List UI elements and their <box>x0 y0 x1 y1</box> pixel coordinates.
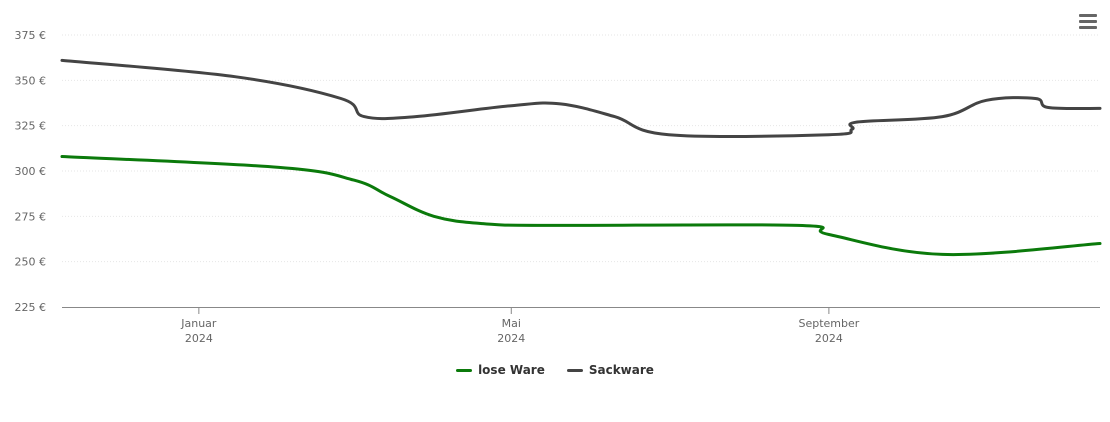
series-line-sackware[interactable] <box>60 58 1102 138</box>
y-tick-label: 375 € <box>15 29 47 42</box>
hamburger-menu-icon <box>1079 14 1097 17</box>
price-line-chart: 375 € 350 € 325 € 300 € 275 € 250 € 225 € Janu… <box>15 29 1102 345</box>
y-tick-label: 275 € <box>15 210 47 223</box>
y-tick-label: 300 € <box>15 165 47 178</box>
chart-menu-button[interactable] <box>1076 12 1100 32</box>
series-lines <box>60 58 1102 257</box>
y-tick-label: 225 € <box>15 301 47 314</box>
y-tick-label: 325 € <box>15 120 47 133</box>
legend: lose Ware Sackware <box>0 363 1110 377</box>
x-tick-label-month: Mai <box>502 317 521 330</box>
legend-item-sackware[interactable]: Sackware <box>566 363 654 377</box>
x-axis: Januar 2024 Mai 2024 September 2024 <box>62 307 1100 345</box>
y-tick-label: 350 € <box>15 74 47 87</box>
x-tick-label-year: 2024 <box>185 332 213 345</box>
hamburger-menu-icon-bar <box>1079 20 1097 23</box>
hamburger-menu-icon-bar <box>1079 26 1097 29</box>
x-tick-label-month: Januar <box>180 317 217 330</box>
legend-item-lose-ware[interactable]: lose Ware <box>456 363 545 377</box>
y-axis: 375 € 350 € 325 € 300 € 275 € 250 € 225 € <box>15 29 47 314</box>
legend-label-lose-ware: lose Ware <box>478 363 545 377</box>
x-tick-label-year: 2024 <box>815 332 843 345</box>
legend-swatch-lose-ware <box>456 368 473 372</box>
x-tick-label-year: 2024 <box>497 332 525 345</box>
series-line-lose-ware[interactable] <box>60 155 1102 257</box>
x-tick-label-month: September <box>798 317 859 330</box>
legend-swatch-sackware <box>566 368 583 372</box>
legend-label-sackware: Sackware <box>588 363 654 377</box>
y-tick-label: 250 € <box>15 256 47 269</box>
grid-lines <box>62 34 1100 263</box>
